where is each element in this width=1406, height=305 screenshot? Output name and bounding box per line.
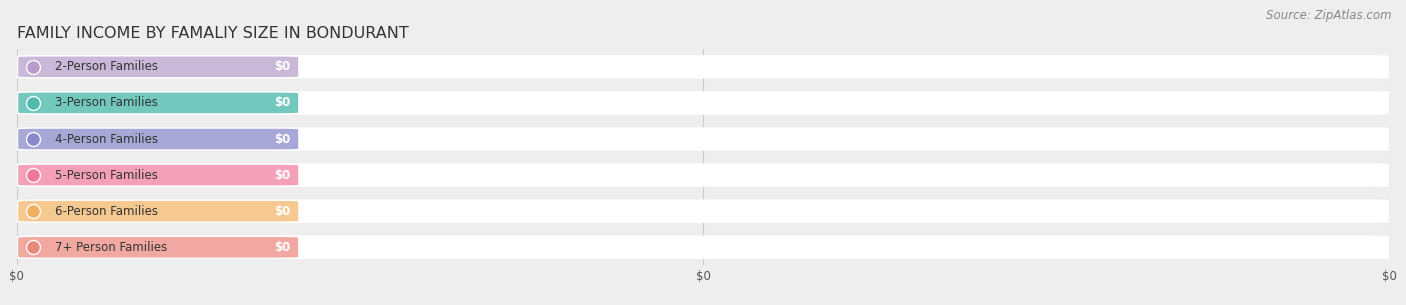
FancyBboxPatch shape xyxy=(18,129,298,149)
FancyBboxPatch shape xyxy=(17,127,1389,151)
Text: $0: $0 xyxy=(274,96,290,109)
FancyBboxPatch shape xyxy=(18,165,298,185)
Text: 6-Person Families: 6-Person Families xyxy=(55,205,159,218)
FancyBboxPatch shape xyxy=(18,93,298,113)
FancyBboxPatch shape xyxy=(18,56,298,77)
FancyBboxPatch shape xyxy=(17,199,1389,223)
FancyBboxPatch shape xyxy=(17,91,1389,115)
FancyBboxPatch shape xyxy=(17,55,1389,79)
Text: FAMILY INCOME BY FAMALIY SIZE IN BONDURANT: FAMILY INCOME BY FAMALIY SIZE IN BONDURA… xyxy=(17,26,409,41)
Text: $0: $0 xyxy=(274,133,290,145)
Text: 7+ Person Families: 7+ Person Families xyxy=(55,241,167,254)
Text: 3-Person Families: 3-Person Families xyxy=(55,96,157,109)
Text: $0: $0 xyxy=(274,169,290,181)
Text: $0: $0 xyxy=(274,241,290,254)
FancyBboxPatch shape xyxy=(18,237,298,258)
Text: $0: $0 xyxy=(274,60,290,73)
Text: 4-Person Families: 4-Person Families xyxy=(55,133,159,145)
Text: $0: $0 xyxy=(274,205,290,218)
FancyBboxPatch shape xyxy=(17,163,1389,187)
Text: Source: ZipAtlas.com: Source: ZipAtlas.com xyxy=(1267,9,1392,22)
FancyBboxPatch shape xyxy=(18,201,298,221)
Text: 2-Person Families: 2-Person Families xyxy=(55,60,159,73)
Text: 5-Person Families: 5-Person Families xyxy=(55,169,157,181)
FancyBboxPatch shape xyxy=(17,235,1389,259)
